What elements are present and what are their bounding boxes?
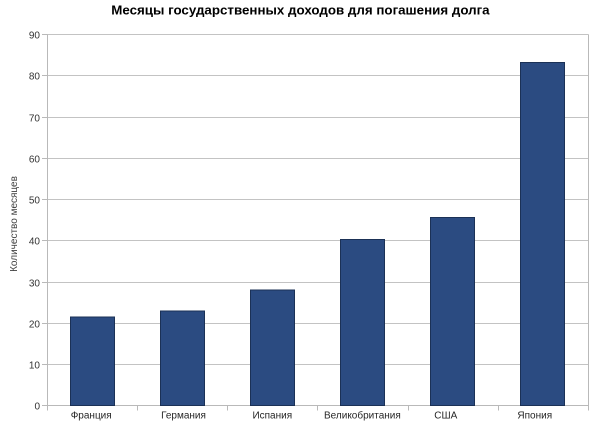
svg-text:10: 10 (29, 361, 41, 372)
svg-text:70: 70 (29, 114, 41, 125)
svg-text:60: 60 (29, 155, 41, 166)
svg-text:Великобритания: Великобритания (324, 410, 401, 422)
svg-text:Испания: Испания (252, 411, 292, 422)
svg-text:0: 0 (34, 402, 40, 413)
svg-text:Германия: Германия (161, 411, 206, 422)
svg-text:40: 40 (29, 237, 41, 248)
svg-text:90: 90 (29, 31, 41, 42)
svg-text:США: США (434, 411, 457, 422)
svg-text:Япония: Япония (517, 411, 552, 422)
svg-text:50: 50 (29, 196, 41, 207)
svg-text:20: 20 (29, 320, 41, 331)
svg-text:30: 30 (29, 279, 41, 290)
svg-text:80: 80 (29, 72, 41, 83)
svg-text:Франция: Франция (71, 411, 112, 422)
svg-text:Месяцы государственных доходов: Месяцы государственных доходов для погаш… (111, 3, 490, 18)
svg-text:Количество месяцев: Количество месяцев (9, 176, 20, 272)
